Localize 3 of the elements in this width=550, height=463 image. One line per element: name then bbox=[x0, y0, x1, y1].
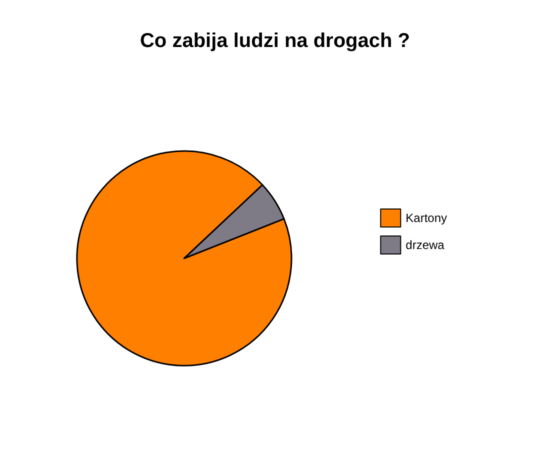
chart-title: Co zabija ludzi na drogach ? bbox=[140, 30, 410, 52]
legend-label: Kartony bbox=[406, 211, 448, 225]
legend-label: drzewa bbox=[406, 238, 445, 252]
